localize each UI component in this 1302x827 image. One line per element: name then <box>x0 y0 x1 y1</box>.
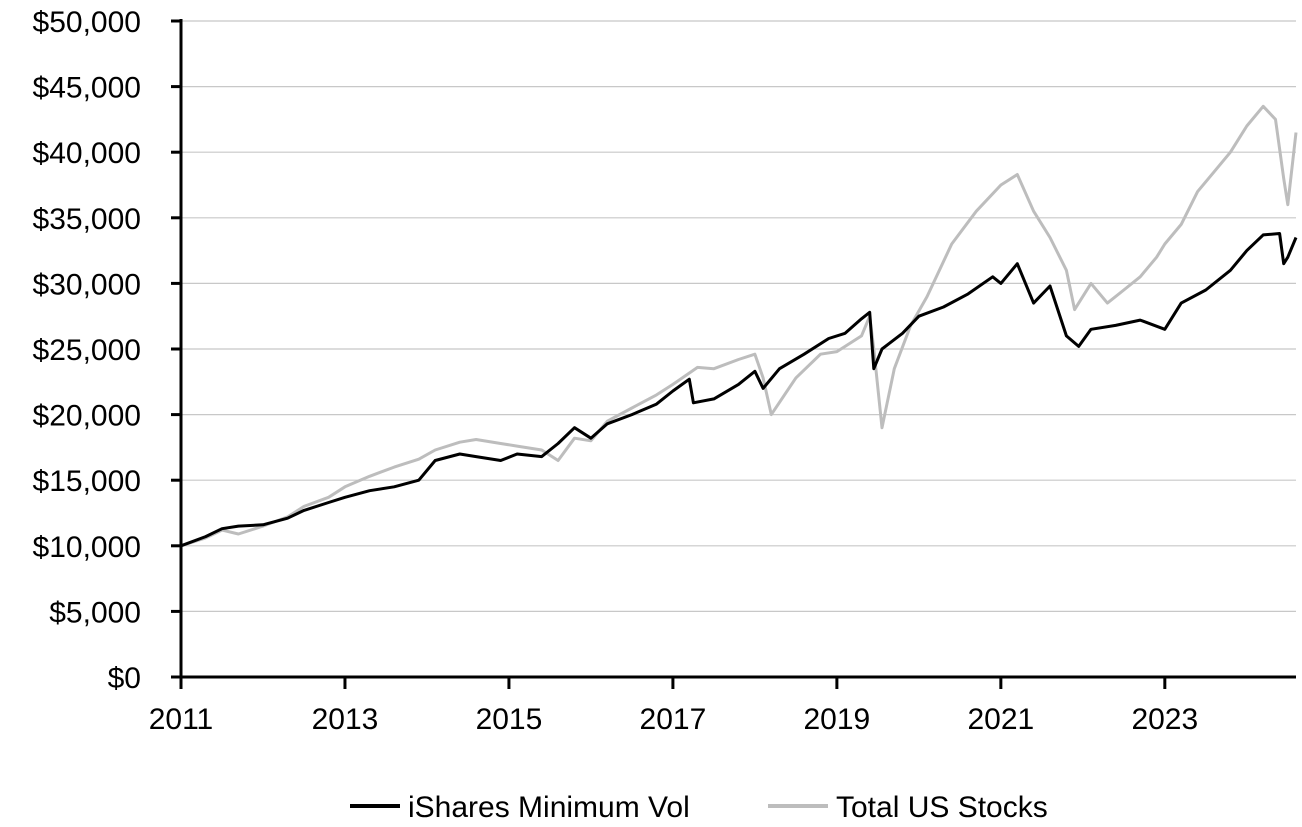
x-tick-label: 2015 <box>476 703 543 736</box>
x-tick-label: 2017 <box>640 703 707 736</box>
x-tick-label: 2013 <box>312 703 379 736</box>
legend-label: Total US Stocks <box>836 791 1048 824</box>
x-tick-label: 2023 <box>1131 703 1198 736</box>
legend-label: iShares Minimum Vol <box>408 791 690 824</box>
y-tick-label: $40,000 <box>33 137 141 170</box>
grid-lines <box>181 20 1296 613</box>
y-tick-label: $45,000 <box>33 72 141 105</box>
series-line-total-us-stocks <box>180 104 1298 548</box>
x-tick-label: 2011 <box>149 703 214 736</box>
x-tick-label: 2021 <box>967 703 1034 736</box>
x-axis-tick-labels: 2011 2013 2015 2017 2019 2021 2023 <box>149 703 1198 736</box>
y-tick-label: $20,000 <box>33 400 141 433</box>
axes <box>171 19 1296 689</box>
y-axis-tick-labels: $0 $5,000 $10,000 $15,000 $20,000 $25,000 $30,… <box>33 6 141 695</box>
y-tick-label: $10,000 <box>33 531 141 564</box>
y-tick-label: $30,000 <box>33 268 141 301</box>
y-tick-label: $25,000 <box>33 334 141 367</box>
y-tick-label: $50,000 <box>33 6 141 39</box>
x-tick-label: 2019 <box>804 703 871 736</box>
y-tick-label: $5,000 <box>49 596 141 629</box>
legend: iShares Minimum Vol Total US Stocks <box>350 791 1048 824</box>
series-lines <box>180 104 1298 548</box>
y-tick-label: $35,000 <box>33 203 141 236</box>
y-tick-label: $15,000 <box>33 465 141 498</box>
y-tick-label: $0 <box>108 662 141 695</box>
series-line-ishares-minimum-vol <box>180 232 1298 548</box>
